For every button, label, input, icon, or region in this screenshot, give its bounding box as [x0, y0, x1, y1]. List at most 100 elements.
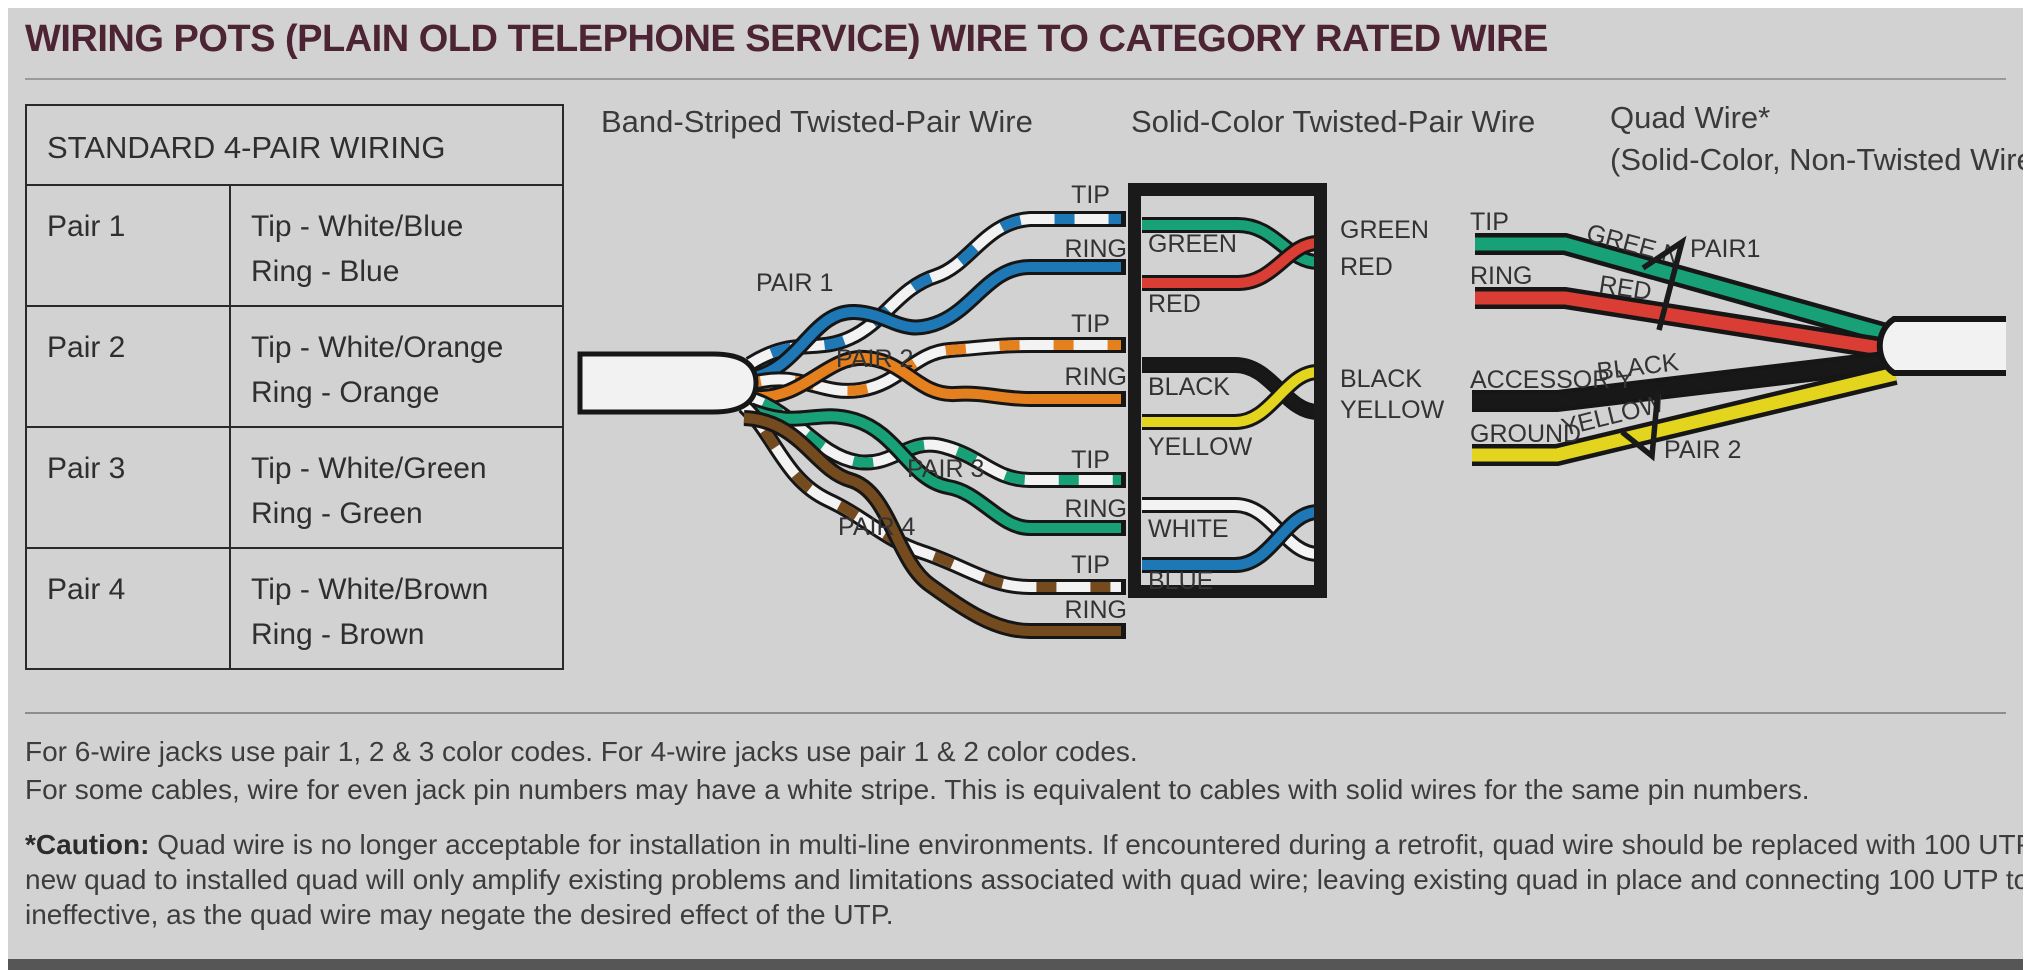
footnote-line-1: For 6-wire jacks use pair 1, 2 & 3 color…: [25, 736, 1138, 767]
pair2-tip-label: TIP: [1071, 310, 1110, 338]
table-header-label: STANDARD 4-PAIR WIRING: [47, 130, 446, 165]
quad-green-wire: [1475, 237, 1895, 343]
solid-white-wire: [1142, 500, 1319, 559]
frame-left: [0, 0, 8, 970]
caution-note: *Caution: Quad wire is no longer accepta…: [25, 827, 2031, 932]
table-header-cell: STANDARD 4-PAIR WIRING: [25, 104, 564, 186]
tip-desc: Tip - White/Green: [251, 452, 487, 485]
pair1-tip-label: TIP: [1071, 181, 1110, 209]
pair2-arrow: [1620, 389, 1661, 462]
solid-green-label: GREEN: [1148, 230, 1237, 258]
page-title: WIRING POTS (PLAIN OLD TELEPHONE SERVICE…: [25, 18, 1548, 60]
quad-pair2-label: PAIR 2: [1664, 436, 1741, 464]
pair4-ring-label: RING: [1065, 596, 1128, 624]
pair-desc-cell: Tip - White/Blue Ring - Blue: [229, 184, 564, 307]
ring-desc: Ring - Brown: [251, 618, 425, 651]
quad-black-wire: [1472, 354, 1894, 408]
footnotes: For 6-wire jacks use pair 1, 2 & 3 color…: [25, 733, 1810, 809]
tip-desc: Tip - White/Brown: [251, 573, 489, 606]
pair3-ring-label: RING: [1065, 495, 1128, 523]
quad-wires: [1472, 233, 1898, 466]
solid-red-label: RED: [1148, 290, 1201, 318]
pair1-blue-twisted-pair: [745, 211, 1126, 386]
caution-label: *Caution:: [25, 829, 150, 860]
pair4-brown-twisted-pair: [738, 400, 1126, 639]
solid-white-label: WHITE: [1148, 515, 1229, 543]
quad-yellow-wire: [1472, 367, 1897, 462]
solid-out-yellow-label: YELLOW: [1340, 396, 1445, 424]
caution-line-2: new quad to installed quad will only amp…: [25, 864, 2031, 895]
pair2-ring-label: RING: [1065, 363, 1128, 391]
pair4-tip-label: TIP: [1071, 551, 1110, 579]
pair2-orange-twisted-pair: [750, 337, 1126, 407]
caution-line-1: *Caution: Quad wire is no longer accepta…: [25, 827, 2031, 862]
quad-red-wire: [1475, 291, 1895, 357]
table-row: Pair 4 Tip - White/Brown Ring - Brown: [25, 547, 564, 670]
pair3-label: PAIR 3: [907, 455, 984, 483]
solid-color-wires: [1142, 217, 1319, 573]
cable-jacket: [577, 351, 759, 415]
caution-text-1: Quad wire is no longer acceptable for in…: [149, 829, 2031, 860]
pair1-label: PAIR 1: [756, 269, 833, 297]
pair2-label: PAIR 2: [836, 345, 913, 373]
band-striped-heading: Band-Striped Twisted-Pair Wire: [601, 104, 1033, 139]
pair1-ring-label: RING: [1065, 235, 1128, 263]
table-header-row: STANDARD 4-PAIR WIRING: [25, 104, 564, 186]
solid-blue-wire: [1142, 507, 1319, 570]
ring-desc: Ring - Orange: [251, 376, 440, 409]
ring-desc: Ring - Green: [251, 497, 423, 530]
solid-out-red-label: RED: [1340, 253, 1393, 281]
pair3-tip-label: TIP: [1071, 446, 1110, 474]
solid-black-wire: [1142, 360, 1319, 417]
pair3-green-twisted-pair: [747, 390, 1126, 536]
frame-right: [2023, 0, 2031, 970]
footnote-line-2: For some cables, wire for even jack pin …: [25, 774, 1810, 805]
solid-blue-label: BLUE: [1148, 567, 1213, 595]
frame-bottom-strip: [8, 959, 2023, 970]
pair3-ring-wire: [748, 405, 1121, 533]
pair-desc-cell: Tip - White/Green Ring - Green: [229, 426, 564, 549]
pair-name-cell: Pair 1: [25, 184, 231, 307]
pair1-arrow: [1641, 235, 1687, 331]
solid-yellow-wire: [1142, 367, 1319, 427]
frame-top: [0, 0, 2031, 8]
quad-tip-label: TIP: [1470, 208, 1509, 236]
caution-line-3: ineffective, as the quad wire may negate…: [25, 899, 894, 930]
pair-desc-cell: Tip - White/Orange Ring - Orange: [229, 305, 564, 428]
solid-black-label: BLACK: [1148, 373, 1230, 401]
table-row: Pair 3 Tip - White/Green Ring - Green: [25, 426, 564, 549]
pair-name-cell: Pair 2: [25, 305, 231, 428]
pair2-ring-wire: [752, 352, 1121, 404]
pair1-ring-wire: [748, 262, 1121, 383]
quad-accessory-label: ACCESSOR Y: [1470, 366, 1634, 394]
pair-name-cell: Pair 3: [25, 426, 231, 549]
footer-divider: [25, 712, 2006, 714]
pair4-label: PAIR 4: [838, 513, 915, 541]
solid-color-heading: Solid-Color Twisted-Pair Wire: [1131, 104, 1536, 139]
quad-ring-label: RING: [1470, 262, 1533, 290]
table-row: Pair 1 Tip - White/Blue Ring - Blue: [25, 184, 564, 307]
solid-color-box: [1128, 183, 1327, 598]
pair-name: Pair 3: [47, 452, 126, 485]
solid-green-wire: [1142, 220, 1319, 267]
quad-wire-subheading: (Solid-Color, Non-Twisted Wire): [1610, 142, 2031, 177]
solid-out-green-label: GREEN: [1340, 216, 1429, 244]
pair-name: Pair 2: [47, 331, 126, 364]
quad-ground-label: GROUND: [1470, 420, 1581, 448]
tip-desc: Tip - White/Blue: [251, 210, 464, 243]
solid-red-wire: [1142, 238, 1319, 288]
title-divider: [25, 78, 2006, 80]
solid-out-black-label: BLACK: [1340, 365, 1422, 393]
pair-name: Pair 1: [47, 210, 126, 243]
pair4-ring-wire: [743, 413, 1121, 636]
pair-desc-cell: Tip - White/Brown Ring - Brown: [229, 547, 564, 670]
table-row: Pair 2 Tip - White/Orange Ring - Orange: [25, 305, 564, 428]
tip-desc: Tip - White/Orange: [251, 331, 504, 364]
pair4-tip-wire-white: [740, 402, 1121, 592]
quad-wire-heading: Quad Wire*: [1610, 100, 1771, 135]
quad-pair1-label: PAIR1: [1690, 235, 1760, 263]
pair-name: Pair 4: [47, 573, 126, 606]
solid-yellow-label: YELLOW: [1148, 433, 1253, 461]
